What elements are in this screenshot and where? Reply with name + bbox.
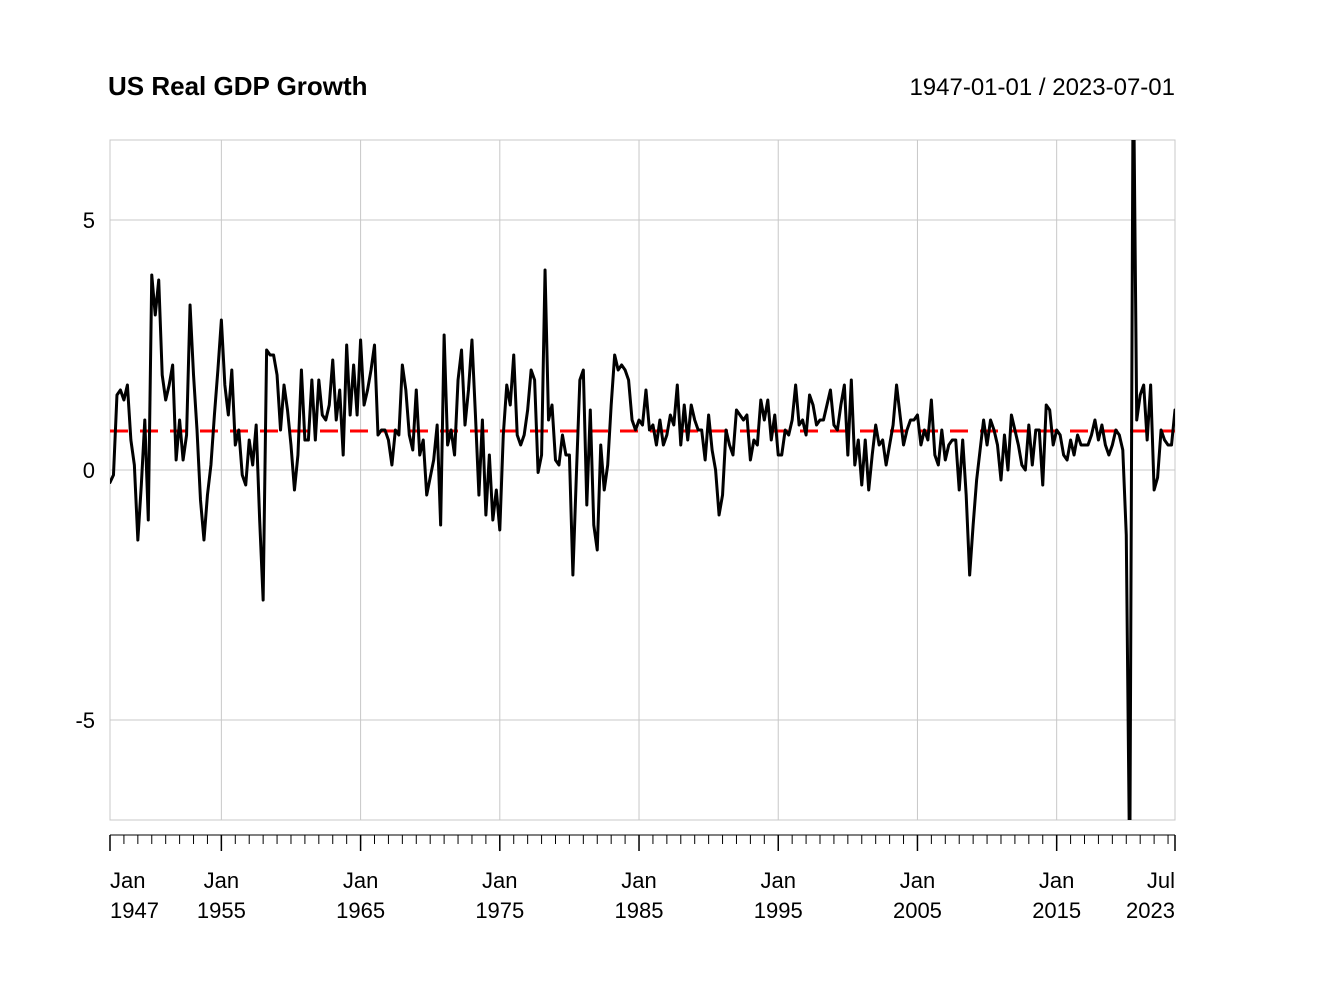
chart-container: -5 0 5 Jan 1947 Jan 1955 Jan 1965 Jan 1975 Jan 1985 J… <box>0 0 1344 1008</box>
line-chart: -5 0 5 Jan 1947 Jan 1955 Jan 1965 Jan 1975 Jan 1985 J… <box>0 0 1344 1008</box>
x-tick-label-year: 2005 <box>893 898 942 923</box>
x-tick-label-year: 1965 <box>336 898 385 923</box>
x-tick-label-year: 1975 <box>475 898 524 923</box>
y-tick-label: -5 <box>75 708 95 733</box>
x-tick-label-year: 1955 <box>197 898 246 923</box>
x-tick-label-year: 1947 <box>110 898 159 923</box>
x-tick-label-month: Jul <box>1147 868 1175 893</box>
x-tick-label-month: Jan <box>900 868 935 893</box>
chart-title: US Real GDP Growth <box>108 71 368 101</box>
y-tick-label: 5 <box>83 208 95 233</box>
x-tick-label-month: Jan <box>110 868 145 893</box>
x-tick-label-month: Jan <box>204 868 239 893</box>
x-tick-label-year: 1985 <box>615 898 664 923</box>
x-tick-label-year: 1995 <box>754 898 803 923</box>
x-tick-label-year: 2015 <box>1032 898 1081 923</box>
x-tick-label-month: Jan <box>1039 868 1074 893</box>
y-tick-label: 0 <box>83 458 95 483</box>
x-tick-label-month: Jan <box>343 868 378 893</box>
x-tick-label-month: Jan <box>621 868 656 893</box>
x-tick-label-month: Jan <box>760 868 795 893</box>
x-tick-label-month: Jan <box>482 868 517 893</box>
x-tick-label-year: 2023 <box>1126 898 1175 923</box>
chart-date-range: 1947-01-01 / 2023-07-01 <box>909 74 1175 101</box>
